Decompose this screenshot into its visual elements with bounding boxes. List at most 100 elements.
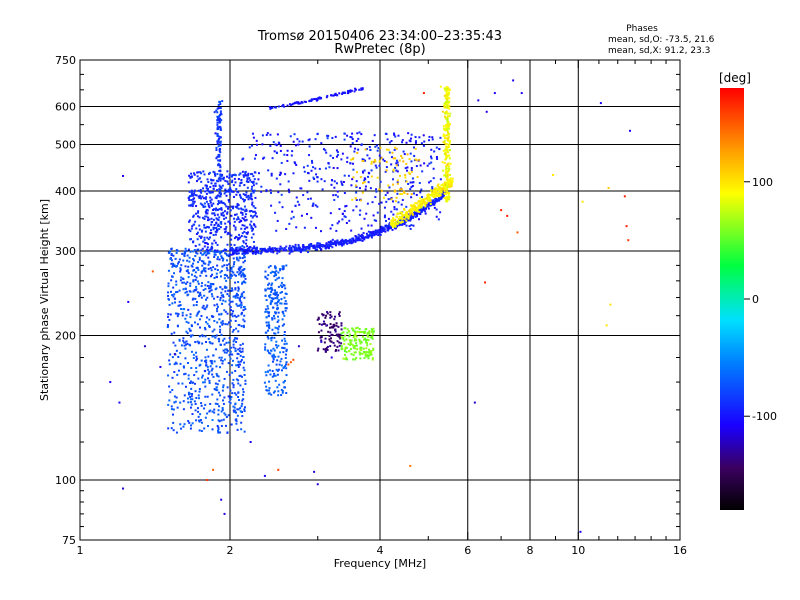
data-point xyxy=(253,189,256,192)
data-point xyxy=(274,271,277,274)
data-point xyxy=(398,159,401,162)
data-point xyxy=(326,348,329,351)
data-point xyxy=(257,178,260,181)
data-point xyxy=(235,252,238,255)
data-point xyxy=(241,295,244,298)
data-point xyxy=(222,249,225,252)
data-point xyxy=(238,399,241,402)
data-point xyxy=(177,304,180,307)
data-point xyxy=(303,100,306,103)
data-point xyxy=(361,352,364,355)
data-point xyxy=(236,408,239,411)
data-point xyxy=(237,365,240,368)
data-point xyxy=(216,403,219,406)
data-point xyxy=(325,243,328,246)
data-point xyxy=(188,392,191,395)
data-point xyxy=(264,288,267,291)
data-point xyxy=(278,363,281,366)
data-point xyxy=(215,250,218,253)
data-point xyxy=(446,186,449,189)
data-point xyxy=(385,225,388,228)
data-point xyxy=(364,354,367,357)
data-point xyxy=(290,154,293,157)
data-point xyxy=(247,180,250,183)
data-point xyxy=(240,249,243,252)
data-point xyxy=(198,243,201,246)
data-point xyxy=(200,315,203,318)
data-point xyxy=(190,324,193,327)
data-point xyxy=(292,216,295,219)
data-point xyxy=(477,99,480,102)
data-point xyxy=(274,311,277,314)
data-point xyxy=(276,300,279,303)
data-point xyxy=(364,330,367,333)
data-point xyxy=(220,312,223,315)
data-point xyxy=(185,340,188,343)
data-point xyxy=(370,353,373,356)
data-point xyxy=(236,337,239,340)
data-point xyxy=(344,239,347,242)
data-point xyxy=(392,224,395,227)
data-point xyxy=(267,364,270,367)
data-point xyxy=(214,174,217,177)
data-point xyxy=(359,199,362,202)
data-point xyxy=(232,340,235,343)
data-point xyxy=(219,166,222,169)
data-point xyxy=(229,222,232,225)
data-point xyxy=(198,235,201,238)
data-point xyxy=(447,193,450,196)
data-point xyxy=(182,365,185,368)
data-point xyxy=(399,217,402,220)
data-point xyxy=(334,350,337,353)
data-point xyxy=(281,389,284,392)
data-point xyxy=(338,313,341,316)
data-point xyxy=(209,402,212,405)
data-point xyxy=(379,233,382,236)
data-point xyxy=(341,91,344,94)
data-point xyxy=(445,94,448,97)
data-point xyxy=(445,95,448,98)
data-point xyxy=(230,238,233,241)
data-point xyxy=(384,214,387,217)
data-point xyxy=(427,207,430,210)
data-point xyxy=(277,250,280,253)
data-point xyxy=(358,338,361,341)
data-point xyxy=(356,326,359,329)
data-point xyxy=(306,171,309,174)
data-point xyxy=(250,248,253,251)
data-point xyxy=(190,189,193,192)
data-point xyxy=(212,266,215,269)
data-point xyxy=(191,205,194,208)
data-point xyxy=(609,303,612,306)
data-point xyxy=(403,220,406,223)
data-point xyxy=(172,341,175,344)
data-point xyxy=(218,331,221,334)
data-point xyxy=(200,236,203,239)
data-point xyxy=(191,225,194,228)
data-point xyxy=(361,158,364,161)
data-point xyxy=(212,179,215,182)
data-point xyxy=(243,275,246,278)
data-point xyxy=(230,313,233,316)
data-point xyxy=(187,374,190,377)
data-point xyxy=(444,171,447,174)
data-point xyxy=(168,298,171,301)
data-point xyxy=(385,200,388,203)
data-point xyxy=(220,294,223,297)
data-point xyxy=(412,208,415,211)
data-point xyxy=(240,227,243,230)
data-point xyxy=(444,112,447,115)
data-point xyxy=(214,249,217,252)
data-point xyxy=(266,349,269,352)
data-point xyxy=(446,103,449,106)
data-point xyxy=(625,225,628,228)
data-point xyxy=(215,109,218,112)
data-point xyxy=(362,347,365,350)
data-point xyxy=(360,330,363,333)
data-point xyxy=(241,272,244,275)
data-point xyxy=(344,216,347,219)
data-point xyxy=(355,342,358,345)
data-point xyxy=(198,419,201,422)
data-point xyxy=(266,250,269,253)
data-point xyxy=(234,274,237,277)
